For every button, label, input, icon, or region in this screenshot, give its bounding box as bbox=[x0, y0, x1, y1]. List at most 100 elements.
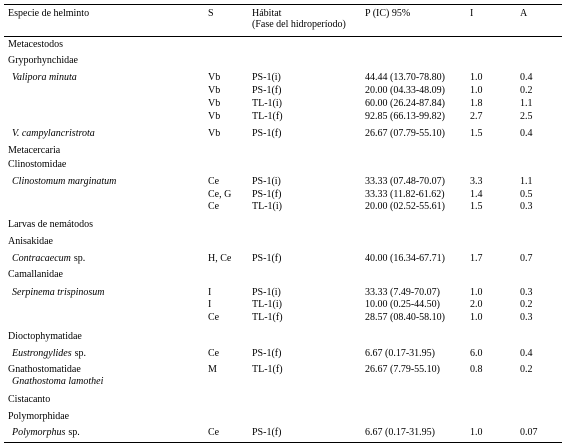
cell-a: 0.2 bbox=[520, 299, 533, 310]
cell-s: Vb bbox=[208, 98, 221, 109]
cell-s: Vb bbox=[208, 128, 221, 139]
cell-i: 1.0 bbox=[470, 85, 483, 96]
group-label: Gryporhynchidae bbox=[8, 55, 78, 66]
group-label: Metacercaria bbox=[8, 145, 61, 156]
group-label: Anisakidae bbox=[8, 236, 53, 247]
cell-a: 0.4 bbox=[520, 348, 533, 359]
species-name: Polymorphus bbox=[12, 427, 66, 438]
cell-habitat: TL-1(i) bbox=[252, 98, 282, 109]
top-rule bbox=[4, 4, 562, 5]
cell-s: M bbox=[208, 364, 217, 375]
cell-s: Vb bbox=[208, 72, 221, 83]
cell-a: 0.3 bbox=[520, 287, 533, 298]
group-label: Gnathostomatidae bbox=[8, 364, 81, 375]
cell-habitat: PS-1(f) bbox=[252, 253, 282, 264]
cell-p: 33.33 (07.48-70.07) bbox=[365, 176, 445, 187]
species-name: Eustrongylides bbox=[12, 348, 72, 359]
cell-a: 0.5 bbox=[520, 189, 533, 200]
header-habitat-note: (Fase del hidroperíodo) bbox=[252, 19, 346, 30]
cell-i: 1.8 bbox=[470, 98, 483, 109]
cell-p: 60.00 (26.24-87.84) bbox=[365, 98, 445, 109]
cell-i: 1.0 bbox=[470, 312, 483, 323]
cell-habitat: PS-1(i) bbox=[252, 287, 281, 298]
header-rule bbox=[4, 36, 562, 37]
cell-p: 20.00 (04.33-48.09) bbox=[365, 85, 445, 96]
cell-habitat: TL-1(i) bbox=[252, 201, 282, 212]
cell-s: Ce bbox=[208, 427, 220, 438]
species-name: V. campylancristrota bbox=[12, 128, 95, 139]
species-suffix: sp. bbox=[68, 427, 80, 438]
species-name: Gnathostoma lamothei bbox=[12, 376, 104, 387]
group-label: Cistacanto bbox=[8, 394, 51, 405]
cell-s: Vb bbox=[208, 85, 221, 96]
cell-p: 28.57 (08.40-58.10) bbox=[365, 312, 445, 323]
species-name: Serpinema trispinosum bbox=[12, 287, 105, 298]
cell-p: 6.67 (0.17-31.95) bbox=[365, 427, 435, 438]
species-name: Contracaecum bbox=[12, 253, 71, 264]
cell-s: I bbox=[208, 299, 212, 310]
cell-p: 26.67 (7.79-55.10) bbox=[365, 364, 440, 375]
cell-p: 40.00 (16.34-67.71) bbox=[365, 253, 445, 264]
cell-i: 1.5 bbox=[470, 128, 483, 139]
cell-p: 44.44 (13.70-78.80) bbox=[365, 72, 445, 83]
cell-habitat: TL-1(i) bbox=[252, 299, 282, 310]
cell-a: 2.5 bbox=[520, 111, 533, 122]
cell-p: 20.00 (02.52-55.61) bbox=[365, 201, 445, 212]
species-suffix: sp. bbox=[74, 348, 87, 359]
cell-i: 1.0 bbox=[470, 287, 483, 298]
cell-s: H, Ce bbox=[208, 253, 232, 264]
cell-s: Ce bbox=[208, 312, 220, 323]
group-label: Clinostomidae bbox=[8, 159, 67, 170]
cell-a: 0.7 bbox=[520, 253, 533, 264]
cell-i: 1.0 bbox=[470, 72, 483, 83]
group-label: Camallanidae bbox=[8, 269, 63, 280]
cell-p: 10.00 (0.25-44.50) bbox=[365, 299, 440, 310]
cell-habitat: TL-1(f) bbox=[252, 364, 283, 375]
cell-i: 1.5 bbox=[470, 201, 483, 212]
header-habitat: Hábitat bbox=[252, 8, 282, 19]
cell-habitat: PS-1(f) bbox=[252, 85, 282, 96]
cell-habitat: PS-1(f) bbox=[252, 427, 282, 438]
group-label: Larvas de nemátodos bbox=[8, 219, 93, 230]
cell-a: 0.4 bbox=[520, 72, 533, 83]
cell-a: 0.3 bbox=[520, 312, 533, 323]
cell-s: I bbox=[208, 287, 212, 298]
group-label: Metacestodos bbox=[8, 39, 63, 50]
header-i: I bbox=[470, 8, 474, 19]
cell-habitat: PS-1(f) bbox=[252, 189, 282, 200]
cell-a: 0.4 bbox=[520, 128, 533, 139]
cell-i: 1.0 bbox=[470, 427, 483, 438]
cell-i: 0.8 bbox=[470, 364, 483, 375]
cell-p: 33.33 (7.49-70.07) bbox=[365, 287, 440, 298]
cell-a: 1.1 bbox=[520, 176, 533, 187]
cell-a: 1.1 bbox=[520, 98, 533, 109]
cell-i: 2.0 bbox=[470, 299, 483, 310]
cell-a: 0.2 bbox=[520, 364, 533, 375]
group-label: Dioctophymatidae bbox=[8, 331, 82, 342]
cell-s: Ce, G bbox=[208, 189, 232, 200]
cell-i: 1.4 bbox=[470, 189, 483, 200]
cell-s: Ce bbox=[208, 176, 220, 187]
species-name: Valipora minuta bbox=[12, 72, 77, 83]
cell-habitat: PS-1(i) bbox=[252, 72, 281, 83]
cell-p: 92.85 (66.13-99.82) bbox=[365, 111, 445, 122]
species-suffix: sp. bbox=[73, 253, 86, 264]
group-label: Polymorphidae bbox=[8, 411, 70, 422]
cell-s: Ce bbox=[208, 201, 220, 212]
header-s: S bbox=[208, 8, 214, 19]
cell-s: Ce bbox=[208, 348, 220, 359]
cell-p: 33.33 (11.82-61.62) bbox=[365, 189, 445, 200]
header-p: P (IC) 95% bbox=[365, 8, 411, 19]
cell-i: 1.7 bbox=[470, 253, 483, 264]
species-name: Clinostomum marginatum bbox=[12, 176, 117, 187]
cell-habitat: PS-1(i) bbox=[252, 176, 281, 187]
cell-a: 0.07 bbox=[520, 427, 538, 438]
cell-a: 0.2 bbox=[520, 85, 533, 96]
header-a: A bbox=[520, 8, 528, 19]
cell-habitat: PS-1(f) bbox=[252, 348, 282, 359]
cell-p: 6.67 (0.17-31.95) bbox=[365, 348, 435, 359]
cell-i: 3.3 bbox=[470, 176, 483, 187]
header-species: Especie de helminto bbox=[8, 8, 90, 19]
cell-habitat: TL-1(f) bbox=[252, 312, 283, 323]
